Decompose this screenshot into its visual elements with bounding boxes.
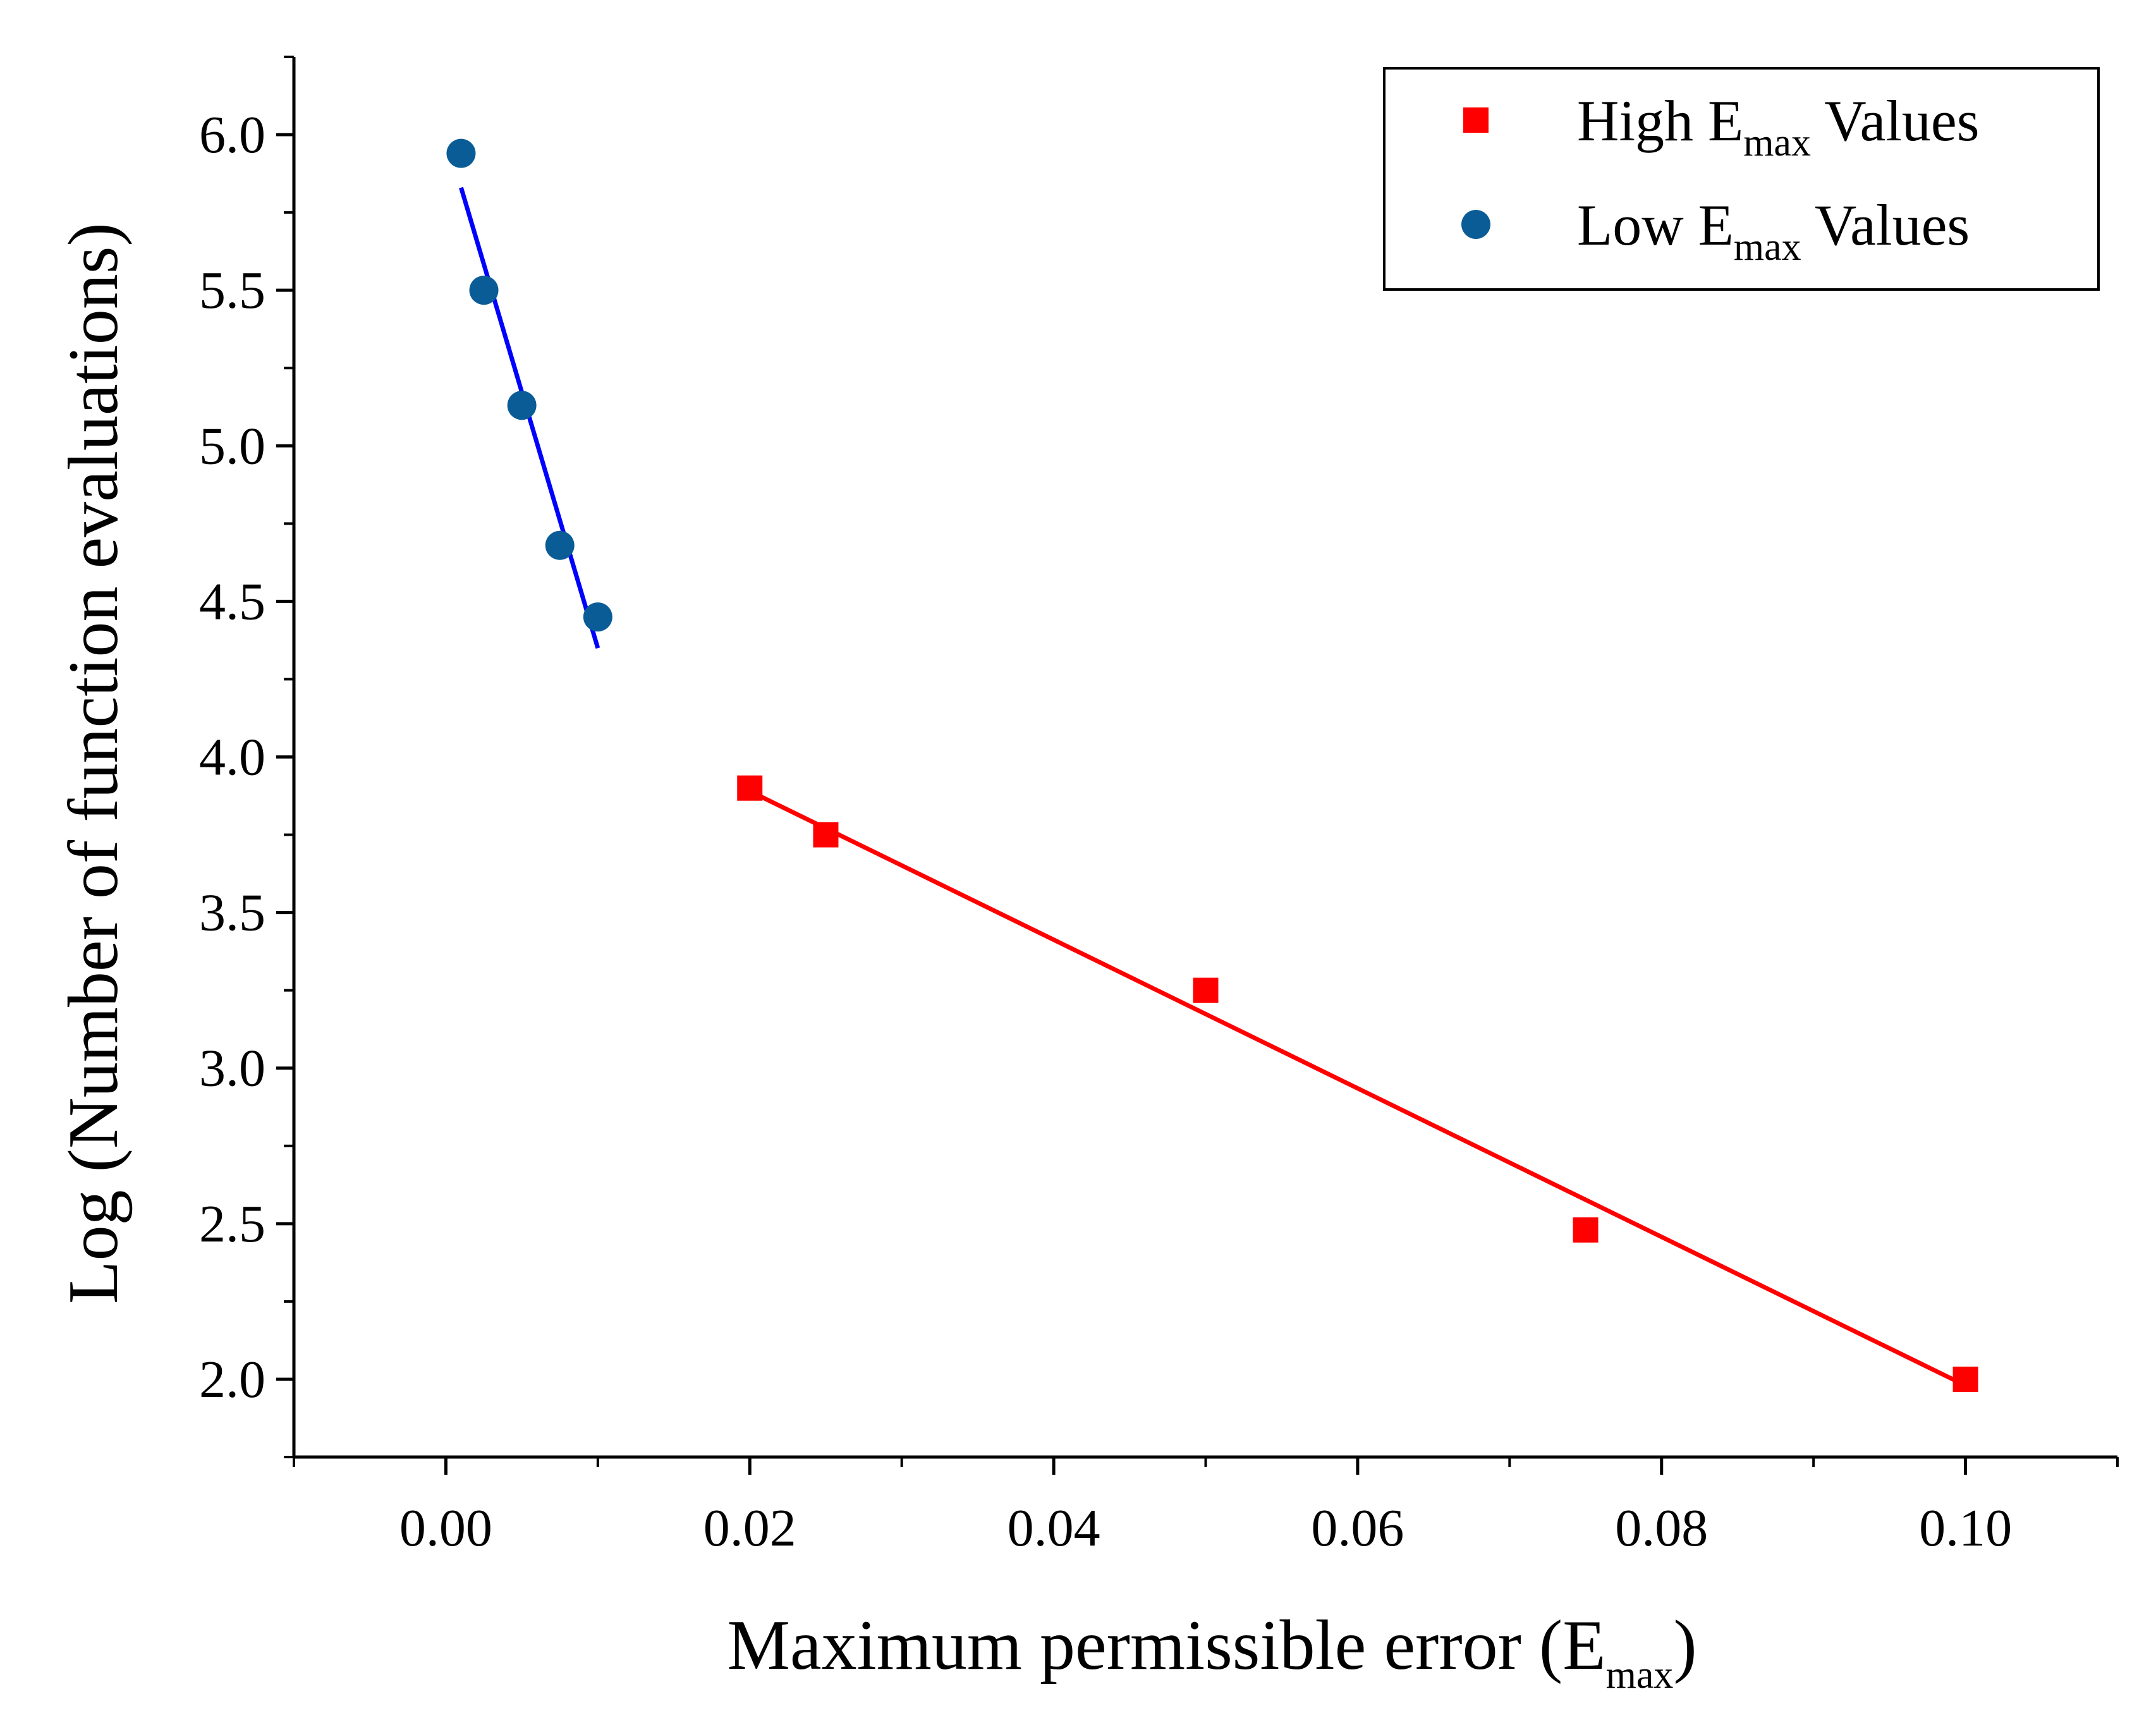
low-emax-point	[583, 602, 612, 631]
legend-marker-circle	[1461, 210, 1490, 239]
low-emax-point	[446, 138, 476, 168]
x-axis-title-main: Maximum permissible error (E	[727, 1606, 1605, 1685]
x-axis-title-tail: )	[1673, 1606, 1696, 1685]
x-axis-title-sub: max	[1606, 1654, 1674, 1697]
legend-label-tail: Values	[1801, 193, 1970, 257]
axes: 2.0 2.5 3.0 3.5 4.0 4.5 5.0 5.5 6.0 0.00 0.02 0.04 0…	[199, 56, 2119, 1558]
high-emax-point	[813, 822, 839, 848]
y-tick-label: 5.0	[199, 417, 265, 475]
x-tick-label: 0.06	[1311, 1499, 1404, 1558]
y-tick-label: 4.0	[199, 728, 265, 787]
fit-line-low	[459, 186, 600, 649]
legend-label-sub: max	[1734, 226, 1801, 269]
low-emax-point	[545, 530, 575, 560]
legend-marker-square	[1463, 107, 1489, 133]
high-emax-point	[737, 775, 763, 801]
fit-line-high	[748, 789, 1967, 1388]
x-axis-title: Maximum permissible error (Emax)	[727, 1606, 1696, 1697]
y-tick-label: 4.5	[199, 572, 265, 631]
legend-label-main: Low E	[1577, 193, 1734, 257]
y-tick-label: 3.5	[199, 884, 265, 942]
high-emax-point	[1193, 977, 1219, 1003]
data-points	[446, 138, 1978, 1392]
x-tick-label: 0.04	[1008, 1499, 1100, 1558]
x-tick-label: 0.10	[1919, 1499, 2012, 1558]
low-emax-point	[507, 391, 537, 420]
legend-label-sub: max	[1743, 121, 1811, 164]
high-emax-point	[1573, 1217, 1599, 1243]
legend-label-main: High E	[1577, 88, 1743, 153]
high-emax-point	[1952, 1366, 1978, 1392]
y-tick-label: 2.0	[199, 1350, 265, 1409]
legend-box	[1383, 67, 2100, 291]
legend-label-low: Low Emax Values	[1577, 193, 1970, 269]
x-tick-label: 0.08	[1615, 1499, 1708, 1558]
y-axis-title: Log (Number of function evaluations)	[54, 223, 133, 1304]
y-tick-label: 3.0	[199, 1039, 265, 1098]
y-tick-label: 6.0	[199, 106, 265, 164]
y-tick-label: 2.5	[199, 1195, 265, 1253]
legend-label-tail: Values	[1811, 88, 1980, 153]
x-tick-label: 0.02	[703, 1499, 796, 1558]
axis-titles: Maximum permissible error (Emax) Log (Num…	[54, 223, 1697, 1697]
y-tick-label: 5.5	[199, 261, 265, 320]
fit-lines	[459, 186, 1967, 1388]
low-emax-point	[469, 276, 499, 305]
x-tick-label: 0.00	[399, 1499, 492, 1558]
legend-label-high: High Emax Values	[1577, 88, 1980, 164]
